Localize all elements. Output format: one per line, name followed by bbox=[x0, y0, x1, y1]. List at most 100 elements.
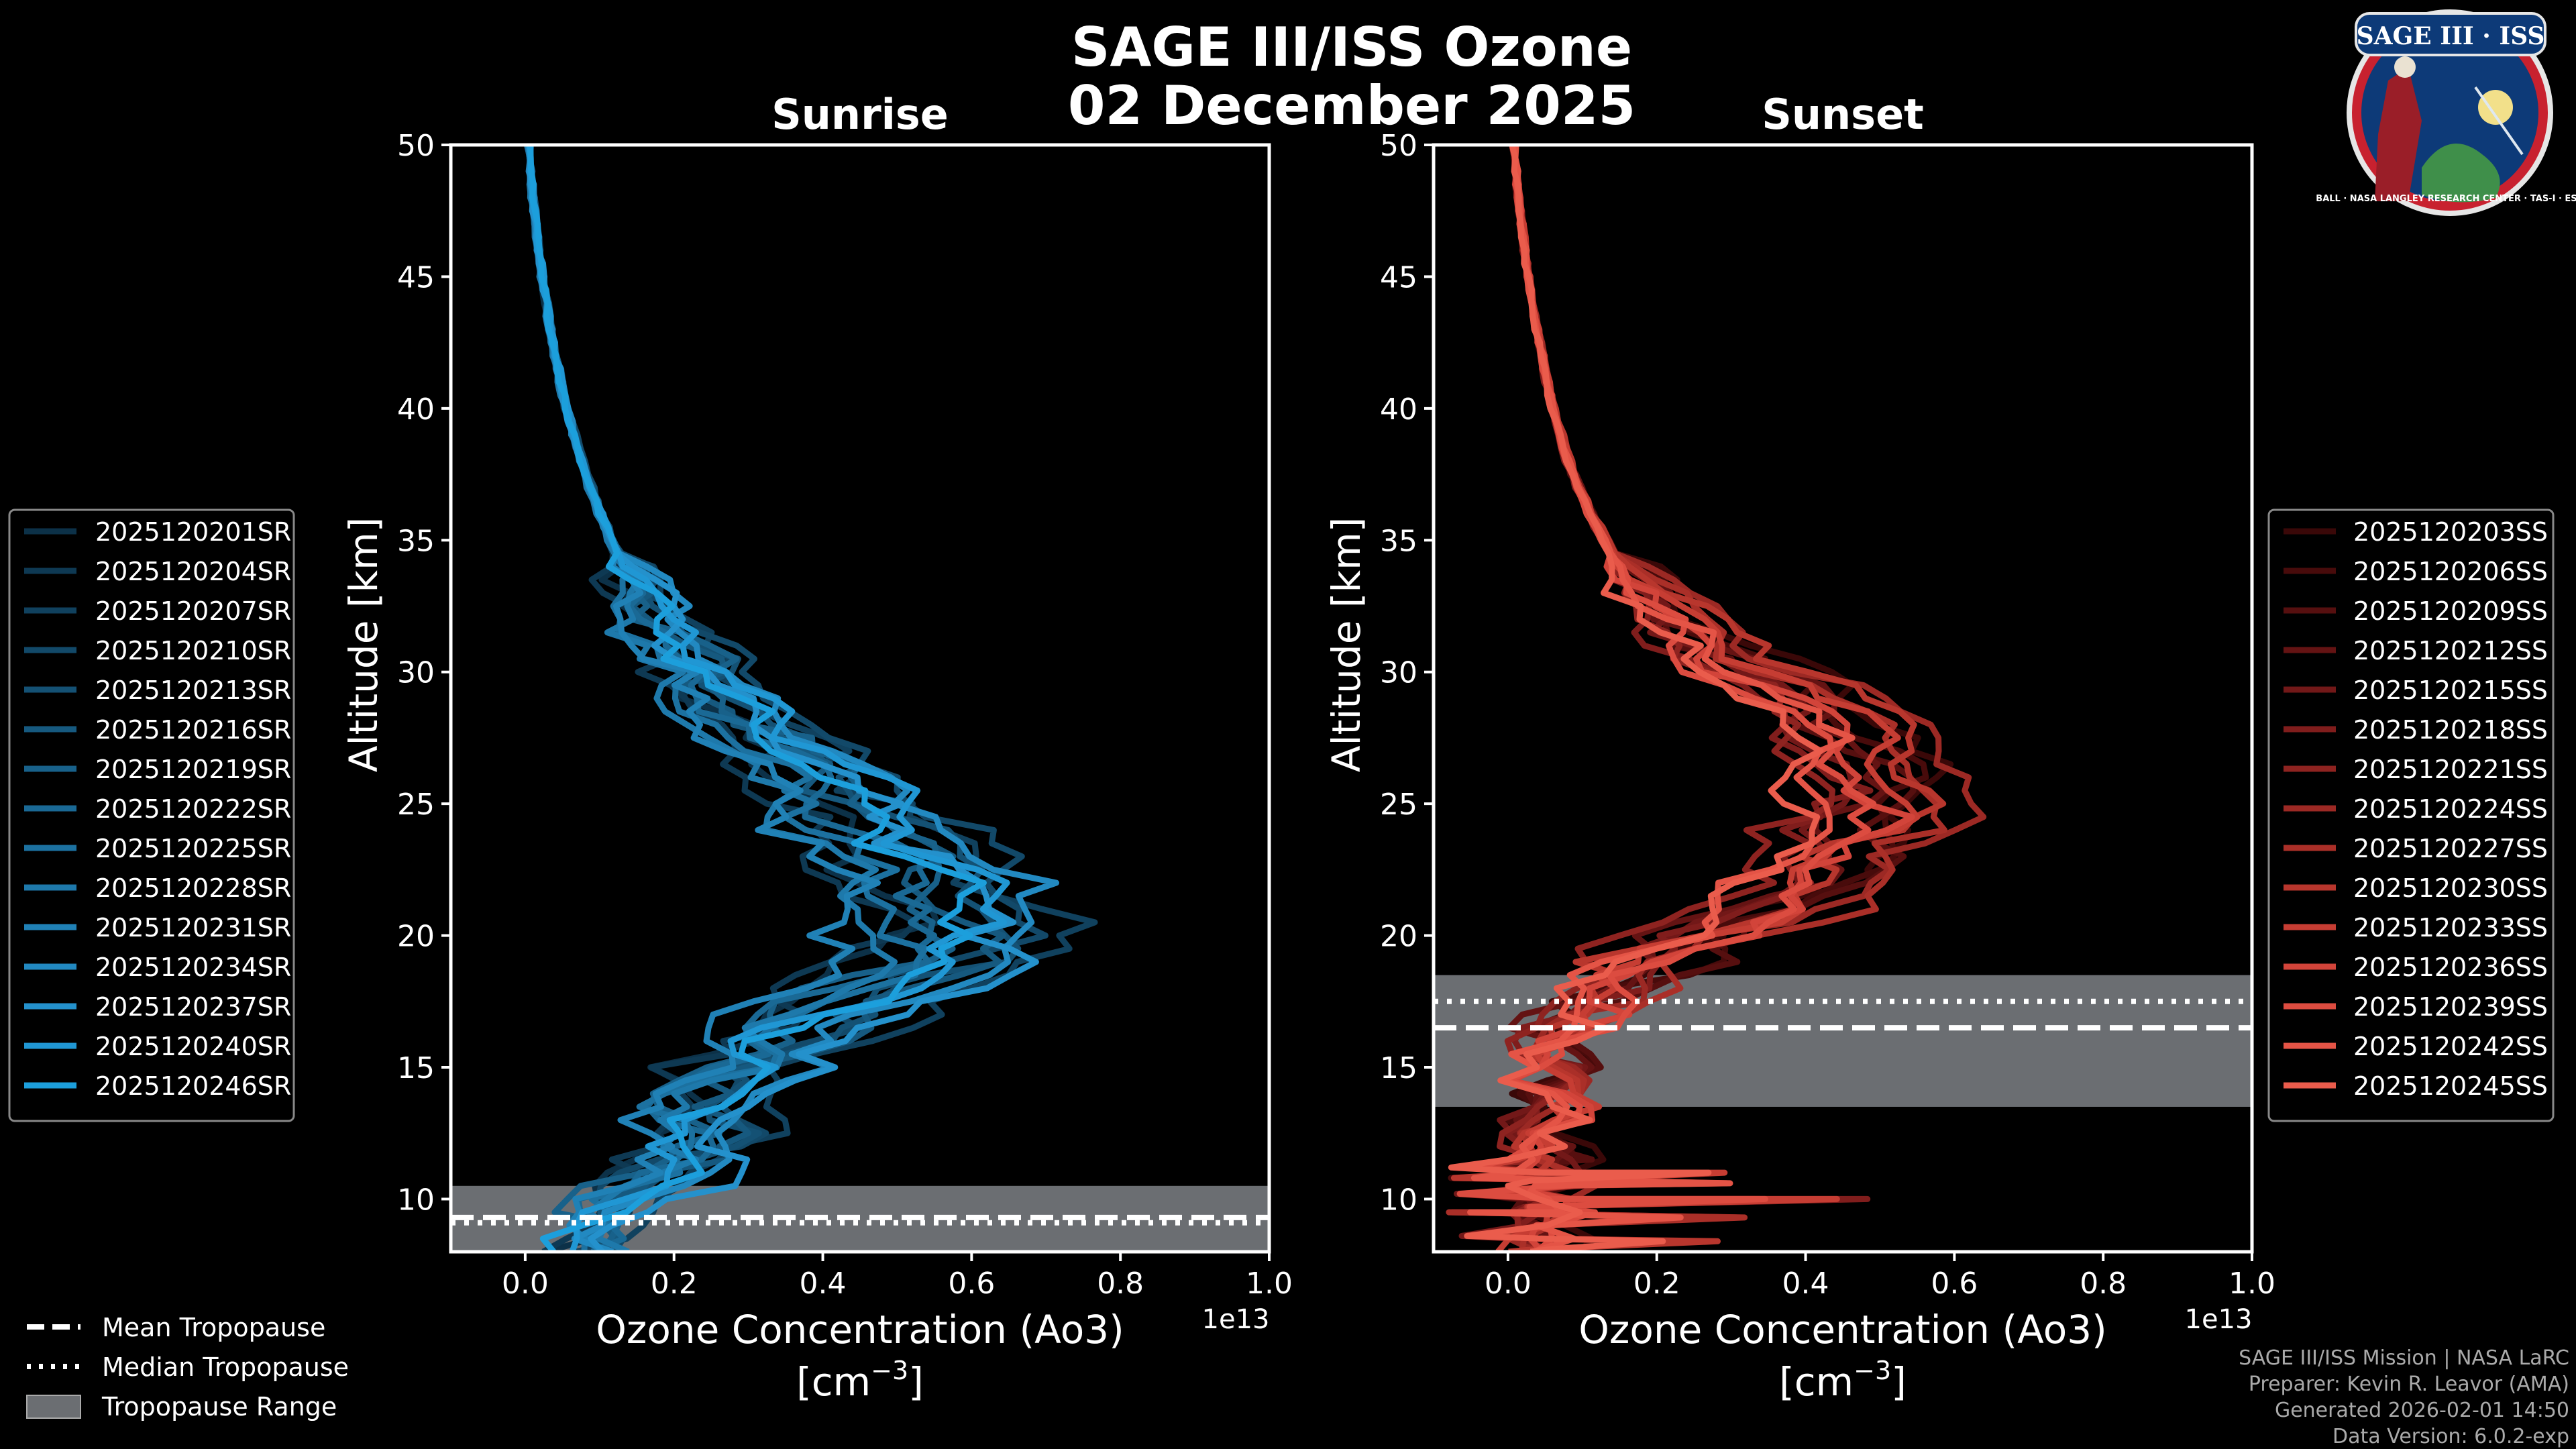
y-axis-label: Altitude [km] bbox=[341, 517, 386, 772]
logo-sun bbox=[2478, 90, 2513, 125]
legend-label: 2025120203SS bbox=[2353, 517, 2548, 547]
series-line-2025120246SR bbox=[527, 145, 987, 1252]
x-tick-label: 0.8 bbox=[1097, 1267, 1144, 1301]
y-tick-label: 45 bbox=[1380, 260, 1417, 294]
x-axis-scale-label: 1e13 bbox=[2185, 1304, 2253, 1335]
legend-box bbox=[2267, 508, 2555, 1122]
plot-frame bbox=[449, 143, 1271, 1254]
x-tick-label: 0.2 bbox=[1633, 1267, 1680, 1301]
y-tick-label: 10 bbox=[1380, 1183, 1417, 1217]
y-tick-label: 20 bbox=[1380, 920, 1417, 954]
legend-label: 2025120209SS bbox=[2353, 596, 2548, 626]
x-axis-scale-label: 1e13 bbox=[1202, 1304, 1270, 1335]
y-tick-label: 10 bbox=[397, 1183, 435, 1217]
y-axis-label: Altitude [km] bbox=[1324, 517, 1369, 772]
legend-label: 2025120225SR bbox=[95, 834, 291, 863]
mission-logo: SAGE III · ISS BALL · NASA LANGLEY RESEA… bbox=[2316, 9, 2576, 216]
x-tick-label: 1.0 bbox=[2229, 1267, 2275, 1301]
legend-label: 2025120204SR bbox=[95, 557, 291, 586]
tropopause-range-swatch bbox=[26, 1395, 81, 1419]
sunset-legend: 2025120203SS 2025120206SS 2025120209SS 2025… bbox=[2267, 508, 2555, 1122]
x-axis-unit-exponent: −3 bbox=[1854, 1356, 1891, 1385]
logo-figure bbox=[2375, 67, 2422, 201]
x-axis-unit: [cm−3] bbox=[1779, 1356, 1907, 1405]
logo-figure-head bbox=[2394, 56, 2416, 78]
x-tick-label: 0.0 bbox=[502, 1267, 549, 1301]
legend-label: 2025120230SS bbox=[2353, 873, 2548, 903]
sunrise-panel: 0.0 0.2 0.4 0.6 0.8 1.0 10 15 20 25 30 35 40 45 50 Sunr… bbox=[341, 90, 1293, 1405]
profile-lines bbox=[523, 145, 1098, 1252]
legend-box bbox=[8, 508, 295, 1122]
x-axis-unit-exponent: −3 bbox=[871, 1356, 908, 1385]
logo-earth bbox=[2422, 144, 2500, 203]
x-tick-label: 0.8 bbox=[2080, 1267, 2127, 1301]
x-tick-label: 0.2 bbox=[651, 1267, 698, 1301]
tropopause-range-label: Tropopause Range bbox=[101, 1392, 337, 1421]
credit-line-generated: Generated 2026-02-01 14:50 bbox=[2275, 1399, 2569, 1422]
legend-label: 2025120218SS bbox=[2353, 715, 2548, 745]
credit-line-preparer: Preparer: Kevin R. Leavor (AMA) bbox=[2249, 1373, 2569, 1396]
x-axis-unit-base: [cm bbox=[1779, 1359, 1854, 1405]
y-tick-label: 40 bbox=[397, 392, 435, 427]
logo-text: SAGE III · ISS bbox=[2357, 22, 2545, 50]
legend-label: 2025120213SR bbox=[95, 676, 291, 705]
x-axis-unit: [cm−3] bbox=[796, 1356, 924, 1405]
y-tick-label: 30 bbox=[1380, 656, 1417, 690]
y-tick-label: 35 bbox=[397, 524, 435, 558]
sunrise-legend: 2025120201SR 2025120204SR 2025120207SR 2025… bbox=[8, 508, 295, 1122]
legend-label: 2025120224SS bbox=[2353, 794, 2548, 824]
logo-banner bbox=[2355, 12, 2546, 56]
legend-label: 2025120212SS bbox=[2353, 636, 2548, 665]
y-tick-label: 45 bbox=[397, 260, 435, 294]
series-line-2025120245SS bbox=[1448, 145, 1824, 1252]
mean-tropopause-label: Mean Tropopause bbox=[102, 1313, 325, 1342]
legend-label: 2025120231SR bbox=[95, 913, 291, 943]
x-axis-label: Ozone Concentration (Ao3) bbox=[1578, 1307, 2107, 1352]
x-tick-label: 0.4 bbox=[1782, 1267, 1829, 1301]
figure-title: SAGE III/ISS Ozone bbox=[1071, 16, 1632, 78]
x-tick-label: 0.6 bbox=[1931, 1267, 1978, 1301]
y-tick-label: 30 bbox=[397, 656, 435, 690]
y-tick-label: 50 bbox=[1380, 129, 1417, 163]
x-tick-label: 1.0 bbox=[1246, 1267, 1293, 1301]
legend-label: 2025120216SR bbox=[95, 715, 291, 745]
plot-area bbox=[451, 145, 1269, 1252]
legend-label: 2025120215SS bbox=[2353, 676, 2548, 705]
legend-label: 2025120239SS bbox=[2353, 992, 2548, 1022]
legend-label: 2025120228SR bbox=[95, 873, 291, 903]
y-tick-label: 25 bbox=[1380, 788, 1417, 822]
y-tick-label: 25 bbox=[397, 788, 435, 822]
median-tropopause-label: Median Tropopause bbox=[102, 1352, 349, 1382]
legend-label: 2025120234SR bbox=[95, 953, 291, 982]
y-tick-label: 20 bbox=[397, 920, 435, 954]
y-tick-label: 35 bbox=[1380, 524, 1417, 558]
x-tick-label: 0.6 bbox=[948, 1267, 995, 1301]
x-tick-label: 0.4 bbox=[800, 1267, 847, 1301]
legend-label: 2025120233SS bbox=[2353, 913, 2548, 943]
tropopause-legend: Mean Tropopause Median Tropopause Tropop… bbox=[26, 1313, 349, 1421]
sunset-panel: 0.0 0.2 0.4 0.6 0.8 1.0 10 15 20 25 30 35 40 45 50 Suns… bbox=[1324, 90, 2275, 1405]
logo-ring-text: BALL · NASA LANGLEY RESEARCH CENTER · TA… bbox=[2316, 194, 2576, 204]
logo-station bbox=[2474, 86, 2524, 156]
legend-label: 2025120237SR bbox=[95, 992, 291, 1022]
legend-label: 2025120210SR bbox=[95, 636, 291, 665]
y-tick-label: 15 bbox=[397, 1051, 435, 1085]
y-tick-label: 15 bbox=[1380, 1051, 1417, 1085]
legend-label: 2025120245SS bbox=[2353, 1071, 2548, 1101]
legend-label: 2025120242SS bbox=[2353, 1032, 2548, 1061]
legend-label: 2025120207SR bbox=[95, 596, 291, 626]
credits: SAGE III/ISS Mission | NASA LaRC Prepare… bbox=[2239, 1346, 2569, 1448]
x-tick-label: 0.0 bbox=[1485, 1267, 1532, 1301]
x-axis-unit-close: ] bbox=[1891, 1359, 1907, 1405]
legend-label: 2025120221SS bbox=[2353, 755, 2548, 784]
legend-label: 2025120219SR bbox=[95, 755, 291, 784]
legend-label: 2025120227SS bbox=[2353, 834, 2548, 863]
legend-label: 2025120246SR bbox=[95, 1071, 291, 1101]
credit-line-mission: SAGE III/ISS Mission | NASA LaRC bbox=[2239, 1346, 2569, 1370]
legend-label: 2025120201SR bbox=[95, 517, 291, 547]
panel-title: Sunrise bbox=[771, 90, 949, 139]
legend-label: 2025120236SS bbox=[2353, 953, 2548, 982]
profile-lines bbox=[1446, 145, 1987, 1252]
legend-label: 2025120240SR bbox=[95, 1032, 291, 1061]
